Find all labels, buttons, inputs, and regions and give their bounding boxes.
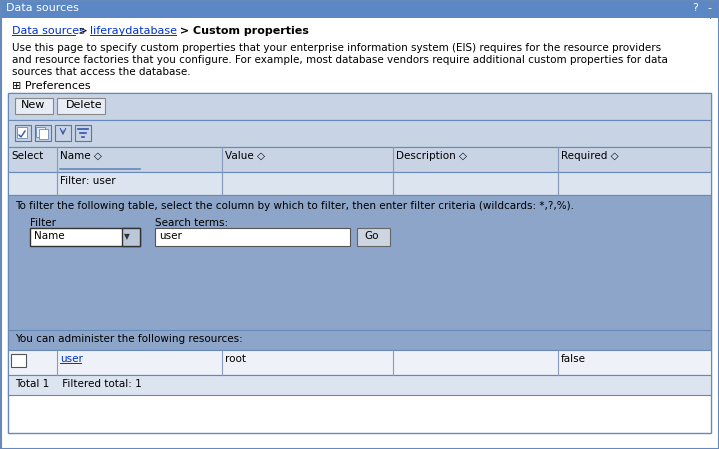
Bar <box>75 125 91 141</box>
Bar <box>8 375 711 395</box>
Text: Description ◇: Description ◇ <box>396 151 467 161</box>
Text: user: user <box>60 354 83 364</box>
Text: Name: Name <box>34 231 65 241</box>
Bar <box>36 127 45 137</box>
Bar <box>30 228 140 246</box>
Bar <box>357 228 390 246</box>
Bar <box>8 120 711 147</box>
Text: Delete: Delete <box>66 100 103 110</box>
Bar <box>11 354 26 367</box>
Bar <box>15 98 53 114</box>
Text: Select: Select <box>11 151 43 161</box>
Bar <box>155 228 350 246</box>
Text: sources that access the database.: sources that access the database. <box>12 67 191 77</box>
Text: >: > <box>75 26 91 36</box>
Text: Filter: Filter <box>30 218 56 228</box>
Bar <box>8 147 711 172</box>
Text: Total 1    Filtered total: 1: Total 1 Filtered total: 1 <box>15 379 142 389</box>
Text: root: root <box>225 354 246 364</box>
Bar <box>17 127 27 138</box>
Text: Go: Go <box>364 231 378 241</box>
Bar <box>8 195 711 330</box>
Text: Filter: user: Filter: user <box>60 176 116 186</box>
Text: Value ◇: Value ◇ <box>225 151 265 161</box>
Text: Data sources: Data sources <box>12 26 85 36</box>
Bar <box>35 125 51 141</box>
Bar <box>15 125 31 141</box>
Text: -: - <box>707 3 711 13</box>
Text: Search terms:: Search terms: <box>155 218 228 228</box>
Text: false: false <box>561 354 586 364</box>
Text: > Custom properties: > Custom properties <box>176 26 309 36</box>
Text: ⊞ Preferences: ⊞ Preferences <box>12 81 91 91</box>
Bar <box>8 172 711 195</box>
Text: Data sources: Data sources <box>6 3 79 13</box>
Bar <box>8 93 711 120</box>
Text: To filter the following table, select the column by which to filter, then enter : To filter the following table, select th… <box>15 201 574 211</box>
Text: and resource factories that you configure. For example, most database vendors re: and resource factories that you configur… <box>12 55 668 65</box>
Text: ?: ? <box>692 3 698 13</box>
Text: Name ◇: Name ◇ <box>60 151 102 161</box>
Text: ▼: ▼ <box>124 232 130 241</box>
Text: liferaydatabase: liferaydatabase <box>90 26 177 36</box>
Text: New: New <box>21 100 45 110</box>
Text: Use this page to specify custom properties that your enterprise information syst: Use this page to specify custom properti… <box>12 43 661 53</box>
Text: Required ◇: Required ◇ <box>561 151 618 161</box>
Bar <box>0 0 719 18</box>
Bar <box>55 125 71 141</box>
Bar <box>122 228 140 246</box>
Bar <box>39 129 48 139</box>
Bar <box>8 93 711 433</box>
Text: user: user <box>159 231 182 241</box>
Bar <box>57 98 105 114</box>
Bar <box>8 330 711 350</box>
Text: You can administer the following resources:: You can administer the following resourc… <box>15 334 243 344</box>
Bar <box>8 350 711 375</box>
